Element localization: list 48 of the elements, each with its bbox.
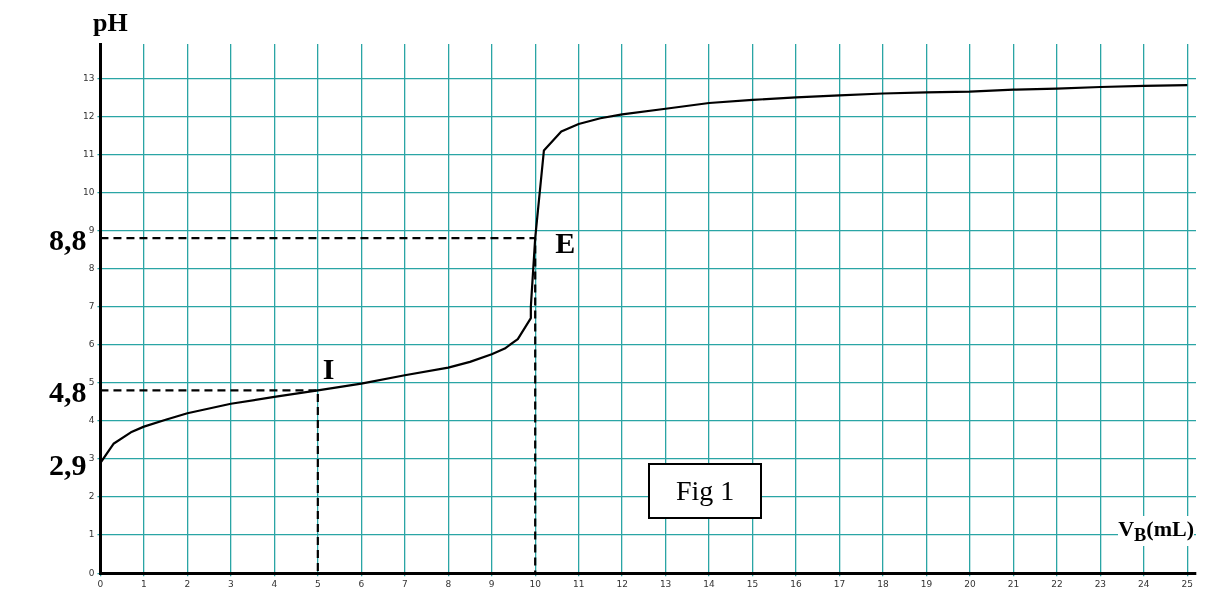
x-tick-label: 13: [659, 578, 672, 589]
x-tick-label: 12: [616, 578, 628, 589]
y-tick-label: 12: [83, 110, 95, 121]
x-tick-label: 5: [314, 578, 321, 589]
y-tick-label: 4: [88, 415, 95, 426]
annotation: E: [555, 225, 576, 259]
annotation: 4,8: [48, 375, 87, 409]
y-tick-label: 2: [88, 491, 95, 502]
y-tick-label: 1: [88, 529, 95, 540]
annotation: Fig 1: [648, 463, 763, 519]
y-tick-label: 0: [88, 567, 95, 578]
x-tick-label: 14: [703, 578, 716, 589]
x-axis-title: V$_{B}$(mL): [1118, 516, 1194, 547]
y-tick-label: 5: [88, 377, 95, 388]
x-tick-label: 2: [184, 578, 191, 589]
y-tick-label: 13: [83, 72, 95, 83]
x-tick-label: 25: [1181, 578, 1194, 589]
x-tick-label: 20: [964, 578, 976, 589]
x-tick-label: 21: [1007, 578, 1020, 589]
x-tick-label: 19: [920, 578, 933, 589]
x-tick-label: 10: [529, 578, 542, 589]
x-tick-label: 4: [271, 578, 278, 589]
x-tick-label: 6: [358, 578, 365, 589]
y-tick-label: 11: [83, 148, 95, 159]
y-tick-label: 10: [83, 186, 95, 197]
y-tick-label: 6: [88, 339, 95, 350]
annotation: 8,8: [48, 222, 87, 256]
x-tick-label: 9: [488, 578, 495, 589]
x-tick-label: 16: [790, 578, 803, 589]
x-tick-label: 7: [401, 578, 408, 589]
x-tick-label: 17: [833, 578, 846, 589]
y-axis-title: pH: [93, 8, 128, 38]
y-tick-label: 9: [88, 224, 95, 235]
y-tick-label: 7: [88, 301, 95, 312]
x-tick-label: 3: [228, 578, 234, 589]
annotation: 2,9: [48, 447, 87, 481]
x-tick-label: 24: [1138, 578, 1150, 589]
x-tick-label: 18: [877, 578, 889, 589]
x-tick-label: 22: [1051, 578, 1063, 589]
x-tick-label: 1: [141, 578, 147, 589]
y-tick-label: 3: [88, 453, 95, 464]
x-tick-label: 15: [746, 578, 759, 589]
x-tick-label: 8: [445, 578, 452, 589]
x-tick-label: 0: [97, 578, 104, 589]
annotation: I: [322, 352, 335, 386]
y-tick-label: 8: [88, 262, 95, 273]
x-tick-label: 23: [1094, 578, 1107, 589]
x-tick-label: 11: [572, 578, 585, 589]
